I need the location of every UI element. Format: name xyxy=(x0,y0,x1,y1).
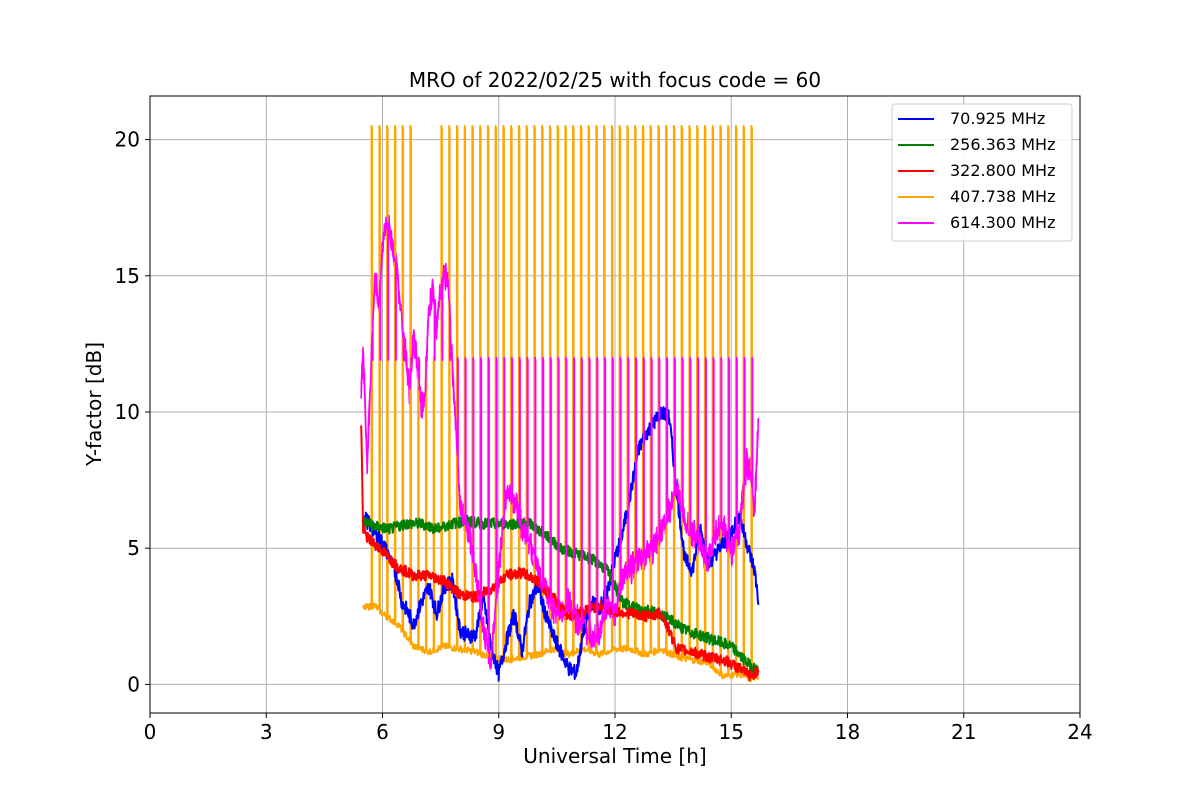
x-tick-label: 21 xyxy=(951,720,976,744)
legend-entry: 322.800 MHz xyxy=(950,161,1055,180)
chart-title: MRO of 2022/02/25 with focus code = 60 xyxy=(409,68,821,92)
legend-entry: 256.363 MHz xyxy=(950,135,1055,154)
x-axis-label: Universal Time [h] xyxy=(523,744,706,768)
x-tick-label: 12 xyxy=(602,720,627,744)
x-tick-label: 15 xyxy=(719,720,744,744)
x-tick-label: 3 xyxy=(260,720,273,744)
y-tick-label: 20 xyxy=(115,128,140,152)
y-axis-label: Y-factor [dB] xyxy=(82,342,106,467)
plot-area xyxy=(360,125,760,683)
x-tick-label: 24 xyxy=(1067,720,1092,744)
x-tick-label: 18 xyxy=(835,720,860,744)
y-tick-label: 10 xyxy=(115,400,140,424)
series-line-256-363-mhz xyxy=(362,514,759,675)
series-line-322-800-mhz xyxy=(360,425,760,682)
y-tick-label: 5 xyxy=(127,536,140,560)
y-tick-label: 0 xyxy=(127,672,140,696)
x-tick-label: 6 xyxy=(376,720,389,744)
x-tick-label: 9 xyxy=(492,720,505,744)
series-line-70-925-mhz xyxy=(362,406,760,682)
legend-entry: 70.925 MHz xyxy=(950,109,1045,128)
series-line-614-300-mhz xyxy=(360,216,759,670)
legend: 70.925 MHz 256.363 MHz 322.800 MHz 407.738 … xyxy=(891,103,1073,242)
legend-entry: 614.300 MHz xyxy=(950,213,1055,232)
ticks: 0 3 6 9 12 15 18 21 24 0 5 10 15 20 xyxy=(115,128,1093,744)
x-tick-label: 0 xyxy=(144,720,157,744)
legend-entry: 407.738 MHz xyxy=(950,187,1055,206)
y-tick-label: 15 xyxy=(115,264,140,288)
legend-box xyxy=(891,103,1073,242)
